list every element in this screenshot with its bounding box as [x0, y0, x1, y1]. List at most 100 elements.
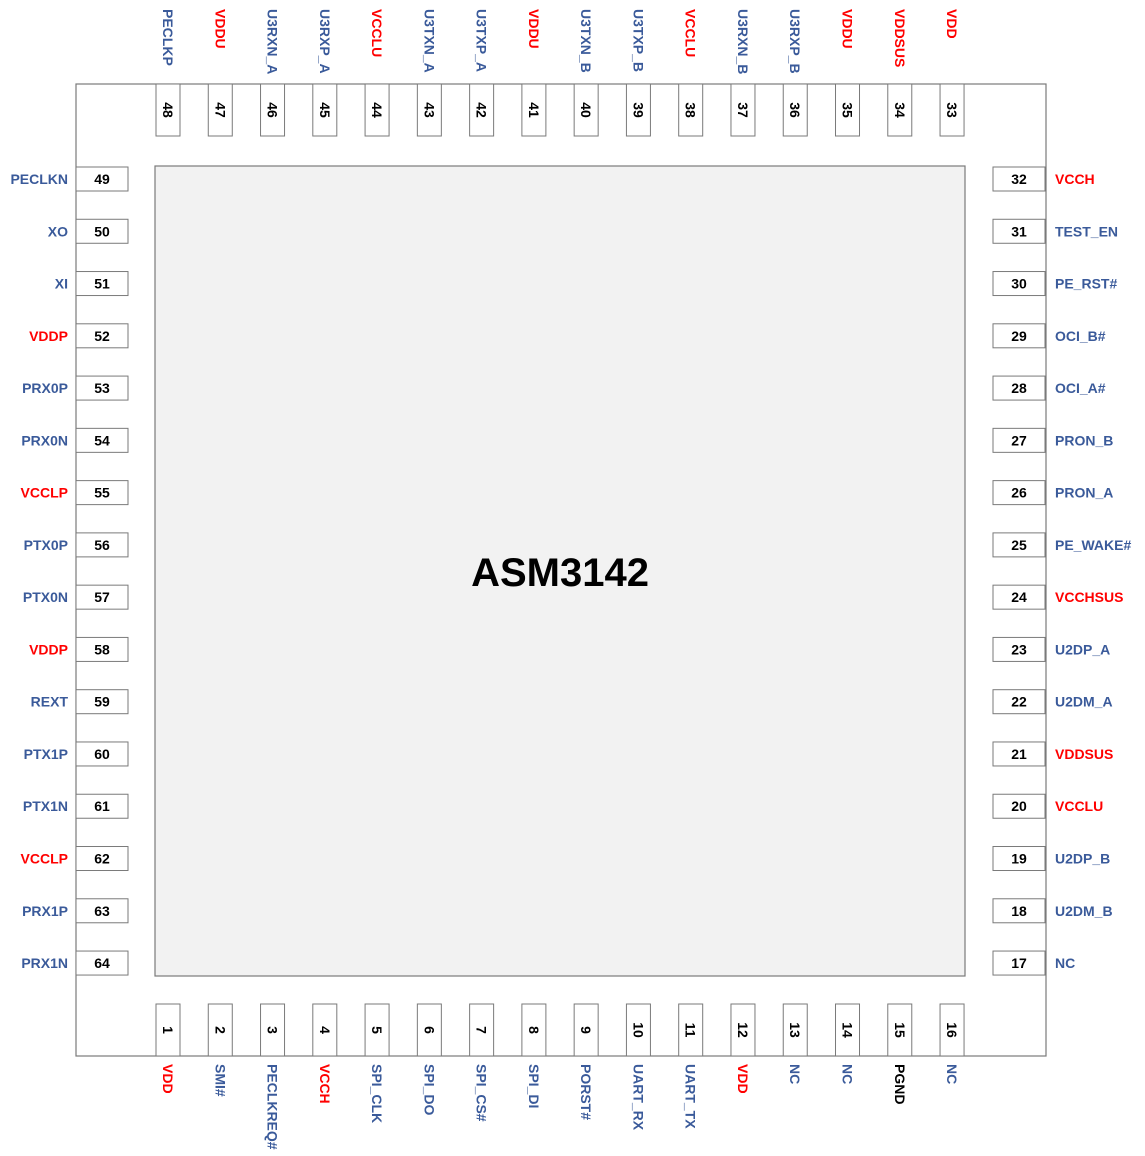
pin-51: 51 XI: [55, 271, 129, 297]
pin-number: 33: [944, 102, 960, 118]
pin-box: [573, 1003, 599, 1057]
pin-16: 16 NC: [939, 1003, 965, 1084]
pin-2: 2 SMI#: [207, 1003, 233, 1097]
pin-48: 48 PECLKP: [155, 9, 181, 137]
pin-4: 4 VCCH: [312, 1003, 338, 1104]
pin-box: [625, 83, 651, 137]
pin-32: 32 VCCH: [992, 166, 1095, 192]
pin-box: [625, 1003, 651, 1057]
pin-number: 40: [578, 102, 594, 118]
pin-label: VDDSUS: [892, 9, 908, 67]
pin-number: 25: [1011, 537, 1027, 553]
pin-label: PTX1N: [23, 798, 68, 814]
pin-label: PRX0P: [22, 380, 68, 396]
pin-21: 21 VDDSUS: [992, 741, 1113, 767]
pin-number: 48: [160, 102, 176, 118]
pin-box: [75, 218, 129, 244]
pin-number: 8: [526, 1026, 542, 1034]
pin-number: 16: [944, 1022, 960, 1038]
pin-label: PRX1P: [22, 903, 68, 919]
pin-number: 51: [94, 276, 110, 292]
pin-box: [75, 375, 129, 401]
pin-31: 31 TEST_EN: [992, 218, 1118, 244]
pin-number: 1: [160, 1026, 176, 1034]
pin-box: [939, 1003, 965, 1057]
pin-box: [207, 1003, 233, 1057]
pin-box: [75, 793, 129, 819]
pin-57: 57 PTX0N: [23, 584, 129, 610]
pin-label: PORST#: [578, 1064, 594, 1120]
pin-46: 46 U3RXN_A: [260, 9, 286, 137]
pin-number: 29: [1011, 328, 1027, 344]
pin-label: XI: [55, 276, 68, 292]
pin-number: 60: [94, 746, 110, 762]
pin-box: [835, 83, 861, 137]
pin-37: 37 U3RXN_B: [730, 9, 756, 137]
pin-label: VCCHSUS: [1055, 589, 1123, 605]
pin-number: 62: [94, 851, 110, 867]
pin-box: [521, 83, 547, 137]
pin-box: [992, 846, 1046, 872]
pin-29: 29 OCI_B#: [992, 323, 1106, 349]
pin-label: U2DM_B: [1055, 903, 1113, 919]
pin-8: 8 SPI_DI: [521, 1003, 547, 1108]
pin-28: 28 OCI_A#: [992, 375, 1106, 401]
pin-box: [992, 741, 1046, 767]
pin-label: VDD: [160, 1064, 176, 1094]
pin-box: [887, 1003, 913, 1057]
pin-number: 20: [1011, 798, 1027, 814]
pin-label: U3RXN_B: [735, 9, 751, 74]
pin-26: 26 PRON_A: [992, 480, 1113, 506]
pin-22: 22 U2DM_A: [992, 689, 1113, 715]
pin-label: U3RXP_A: [317, 9, 333, 74]
pin-label: U3RXP_B: [787, 9, 803, 74]
pin-label: U3TXP_B: [630, 9, 646, 72]
pin-box: [364, 83, 390, 137]
chip-name: ASM3142: [471, 551, 649, 595]
pin-number: 56: [94, 537, 110, 553]
pin-number: 21: [1011, 746, 1027, 762]
pin-number: 44: [369, 102, 385, 118]
pin-label: PRON_B: [1055, 432, 1113, 448]
pin-box: [469, 1003, 495, 1057]
pin-number: 45: [317, 102, 333, 118]
pin-label: VCCLU: [683, 9, 699, 57]
pin-label: SPI_DO: [421, 1064, 437, 1115]
pin-box: [992, 584, 1046, 610]
pin-label: NC: [840, 1064, 856, 1084]
pin-30: 30 PE_RST#: [992, 271, 1117, 297]
pin-box: [155, 1003, 181, 1057]
pin-box: [75, 427, 129, 453]
pin-label: VCCH: [1055, 171, 1095, 187]
pin-61: 61 PTX1N: [23, 793, 129, 819]
pin-34: 34 VDDSUS: [887, 9, 913, 137]
pin-3: 3 PECLKREQ#: [260, 1003, 286, 1150]
pin-number: 31: [1011, 223, 1027, 239]
pin-box: [75, 689, 129, 715]
pin-box: [782, 1003, 808, 1057]
pin-box: [992, 166, 1046, 192]
pin-box: [573, 83, 599, 137]
pin-number: 18: [1011, 903, 1027, 919]
pin-label: U2DP_A: [1055, 641, 1110, 657]
pin-box: [730, 83, 756, 137]
pin-49: 49 PECLKN: [10, 166, 129, 192]
pin-box: [992, 793, 1046, 819]
pin-box: [364, 1003, 390, 1057]
pin-number: 3: [265, 1026, 281, 1034]
pin-number: 47: [212, 102, 228, 118]
pin-number: 4: [317, 1026, 333, 1034]
pin-label: VCCLP: [21, 851, 68, 867]
pin-box: [75, 480, 129, 506]
pin-box: [992, 480, 1046, 506]
pin-box: [730, 1003, 756, 1057]
pin-box: [75, 166, 129, 192]
pin-box: [782, 83, 808, 137]
pin-box: [469, 83, 495, 137]
pin-number: 53: [94, 380, 110, 396]
pin-label: VCCH: [317, 1064, 333, 1104]
pin-number: 24: [1011, 589, 1027, 605]
pin-box: [992, 218, 1046, 244]
pin-label: U2DM_A: [1055, 694, 1113, 710]
